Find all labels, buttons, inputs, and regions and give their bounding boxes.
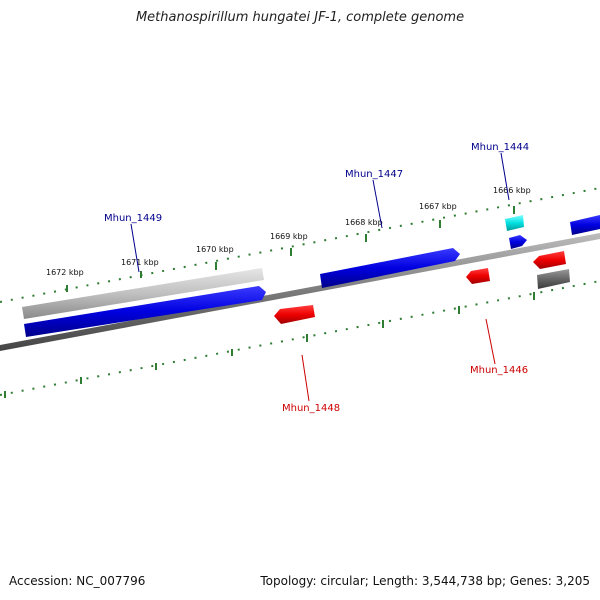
gene-small-forward[interactable] [509, 235, 527, 249]
gene-mhun-1447[interactable] [320, 248, 460, 288]
leader-mhun-1444 [500, 152, 510, 201]
inner-major-ticks [4, 292, 535, 398]
gene-label-mhun-1447[interactable]: Mhun_1447 [345, 169, 403, 180]
gene-reverse-edge-red[interactable] [533, 251, 566, 269]
tick-labels: 1672 kbp 1671 kbp 1670 kbp 1669 kbp 1668… [46, 186, 531, 277]
genome-summary-text: Topology: circular; Length: 3,544,738 bp… [260, 574, 590, 588]
accession-text: Accession: NC_007796 [9, 574, 146, 588]
gene-label-mhun-1444[interactable]: Mhun_1444 [471, 142, 529, 153]
tick-label-1668: 1668 kbp [345, 218, 383, 227]
tick-label-1672: 1672 kbp [46, 268, 84, 277]
gene-forward-edge[interactable] [570, 215, 600, 235]
leader-mhun-1446 [485, 318, 496, 365]
tick-label-1666: 1666 kbp [493, 186, 531, 195]
outer-major-ticks [66, 206, 515, 292]
gene-mhun-1444-cyan[interactable] [505, 215, 524, 231]
gene-label-mhun-1446[interactable]: Mhun_1446 [470, 365, 528, 376]
genome-backbone [0, 233, 600, 351]
tick-label-1667: 1667 kbp [419, 202, 457, 211]
tick-label-1670: 1670 kbp [196, 245, 234, 254]
outer-tick-ruler [0, 187, 600, 303]
gene-mhun-1448[interactable] [274, 305, 315, 324]
leader-mhun-1449 [130, 223, 140, 273]
tick-label-1669: 1669 kbp [270, 232, 308, 241]
gene-mhun-1449[interactable] [24, 286, 266, 337]
tick-label-1671: 1671 kbp [121, 258, 159, 267]
gene-mhun-1446[interactable] [466, 268, 490, 284]
leader-mhun-1448 [301, 354, 310, 402]
gene-reverse-edge-dark[interactable] [537, 269, 570, 289]
leader-mhun-1447 [372, 179, 383, 229]
gene-label-mhun-1449[interactable]: Mhun_1449 [104, 213, 162, 224]
gene-label-mhun-1448[interactable]: Mhun_1448 [282, 403, 340, 414]
gene-grey-pseudo[interactable] [22, 268, 264, 319]
label-leaders [130, 152, 510, 402]
genome-title: Methanospirillum hungatei JF-1, complete… [135, 10, 465, 25]
